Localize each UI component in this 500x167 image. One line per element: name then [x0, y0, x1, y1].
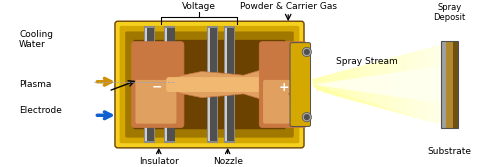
FancyBboxPatch shape	[290, 43, 310, 126]
Text: Electrode: Electrode	[19, 106, 62, 115]
Text: Insulator: Insulator	[139, 157, 178, 166]
FancyBboxPatch shape	[260, 42, 307, 127]
FancyBboxPatch shape	[125, 31, 294, 138]
Text: Cooling
Water: Cooling Water	[19, 30, 53, 49]
Polygon shape	[312, 61, 380, 108]
Polygon shape	[312, 46, 434, 123]
Polygon shape	[312, 68, 353, 101]
Polygon shape	[288, 68, 300, 101]
Bar	[208, 28, 210, 141]
Text: Spray Stream: Spray Stream	[336, 57, 398, 66]
FancyBboxPatch shape	[132, 42, 184, 127]
FancyBboxPatch shape	[136, 80, 176, 124]
Polygon shape	[169, 70, 290, 99]
Polygon shape	[312, 77, 319, 92]
Bar	[208, 28, 218, 141]
Bar	[207, 26, 218, 143]
Text: Powder & Carrier Gas: Powder & Carrier Gas	[240, 2, 336, 11]
Polygon shape	[312, 59, 387, 110]
Polygon shape	[312, 73, 332, 96]
Bar	[165, 28, 167, 141]
Polygon shape	[312, 72, 340, 97]
Bar	[165, 28, 174, 141]
Bar	[446, 41, 458, 128]
Polygon shape	[312, 52, 414, 117]
Polygon shape	[312, 50, 420, 119]
Polygon shape	[312, 44, 441, 125]
FancyBboxPatch shape	[120, 26, 300, 143]
Circle shape	[302, 47, 312, 57]
Text: Plasma: Plasma	[19, 80, 52, 89]
FancyBboxPatch shape	[166, 77, 293, 92]
Polygon shape	[312, 66, 360, 103]
Bar	[225, 28, 226, 141]
Polygon shape	[312, 75, 326, 94]
Text: Substrate: Substrate	[428, 147, 472, 156]
FancyBboxPatch shape	[263, 80, 300, 124]
Bar	[453, 41, 458, 128]
Bar	[441, 41, 446, 128]
Polygon shape	[288, 85, 300, 99]
Polygon shape	[312, 66, 441, 103]
Text: +: +	[278, 81, 289, 94]
Bar	[224, 26, 235, 143]
Polygon shape	[312, 48, 428, 121]
FancyBboxPatch shape	[134, 40, 286, 129]
Polygon shape	[312, 70, 346, 99]
Circle shape	[302, 113, 312, 122]
Text: Spray
Deposit: Spray Deposit	[433, 3, 466, 22]
Circle shape	[304, 50, 309, 54]
Circle shape	[304, 115, 309, 119]
Text: Nozzle: Nozzle	[212, 157, 242, 166]
Bar	[145, 28, 154, 141]
Polygon shape	[312, 63, 374, 106]
Polygon shape	[312, 57, 394, 112]
Bar	[441, 41, 458, 128]
Bar	[225, 28, 234, 141]
Bar	[145, 28, 146, 141]
Bar	[144, 26, 155, 143]
Polygon shape	[312, 54, 407, 116]
FancyBboxPatch shape	[115, 21, 304, 148]
Polygon shape	[312, 55, 400, 114]
Text: −: −	[152, 81, 162, 94]
Text: Voltage: Voltage	[182, 2, 216, 11]
Polygon shape	[312, 64, 366, 105]
Bar	[164, 26, 175, 143]
